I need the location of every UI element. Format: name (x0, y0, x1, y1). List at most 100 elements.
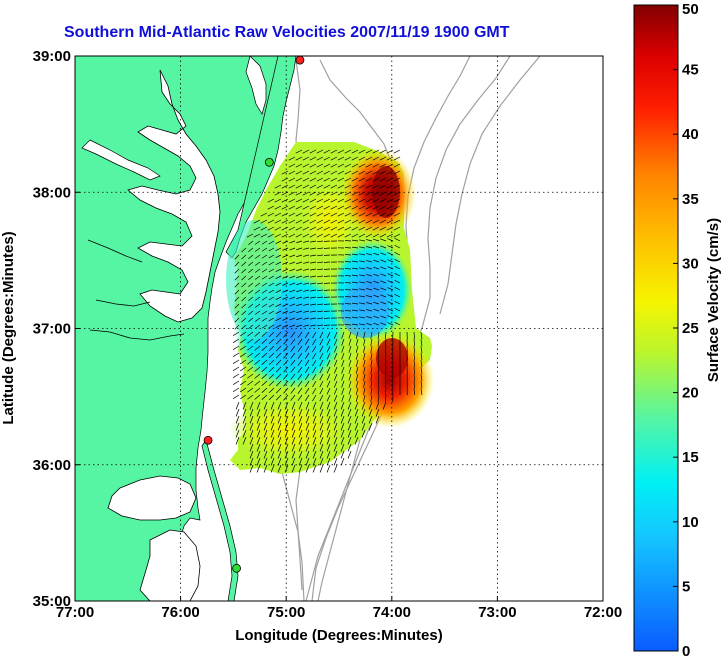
velocity-arrow (296, 261, 303, 265)
velocity-arrow (359, 309, 366, 312)
velocity-arrow (297, 387, 303, 394)
velocity-arrow (358, 170, 366, 175)
velocity-arrow (291, 429, 296, 438)
velocity-arrow (312, 422, 317, 431)
velocity-arrow (268, 317, 275, 322)
velocity-arrow (372, 156, 380, 161)
velocity-arrow (310, 247, 317, 250)
delaware-bay (245, 56, 267, 115)
velocity-arrow (351, 233, 359, 238)
velocity-arrow (303, 240, 310, 243)
velocity-arrow (394, 286, 401, 291)
velocity-arrow (373, 273, 380, 277)
velocity-arrow (247, 331, 254, 337)
velocity-arrow (319, 422, 324, 431)
velocity-arrow (351, 170, 359, 175)
velocity-arrow (326, 331, 331, 339)
velocity-arrow (277, 436, 282, 445)
velocity-arrow (275, 387, 282, 394)
velocity-arrow (363, 359, 366, 367)
velocity-arrow (341, 331, 345, 339)
velocity-arrow (323, 226, 331, 231)
velocity-arrow (302, 177, 310, 182)
velocity-arrow (365, 191, 373, 196)
velocity-arrow (254, 310, 261, 315)
velocity-arrow (359, 281, 366, 284)
velocity-arrow (254, 275, 261, 280)
velocity-arrow (344, 303, 352, 305)
velocity-arrow (326, 436, 331, 445)
velocity-arrow (304, 394, 310, 402)
velocity-arrow (323, 170, 331, 175)
velocity-arrow (296, 275, 303, 279)
velocity-arrow (291, 464, 296, 473)
velocity-arrow (303, 310, 310, 313)
velocity-arrow (420, 387, 423, 395)
velocity-arrow (310, 289, 317, 292)
velocity-arrow (261, 352, 268, 358)
velocity-arrow (249, 443, 254, 452)
velocity-arrow (277, 429, 282, 438)
velocity-arrow (354, 422, 359, 431)
velocity-arrow (240, 366, 247, 372)
velocity-arrow (275, 345, 282, 352)
velocity-arrow (333, 373, 338, 381)
velocity-arrow (326, 394, 331, 402)
velocity-arrow (386, 198, 394, 203)
velocity-arrow (373, 252, 380, 256)
velocity-arrow (305, 436, 310, 445)
velocity-arrow (393, 191, 401, 196)
velocity-arrow (303, 268, 310, 271)
velocity-arrow (254, 345, 261, 351)
velocity-arrow (330, 219, 338, 224)
velocity-arrow (289, 289, 296, 293)
colorbar (633, 4, 679, 652)
velocity-arrow (385, 331, 387, 340)
velocity-arrow (387, 294, 394, 298)
velocity-arrow (305, 457, 310, 466)
velocity-arrow (333, 387, 338, 395)
velocity-arrow (289, 275, 296, 279)
velocity-arrow (303, 317, 310, 320)
velocity-arrow (263, 408, 268, 417)
velocity-arrow (351, 177, 359, 182)
velocity-arrow (309, 184, 317, 189)
velocity-arrow (290, 352, 296, 359)
velocity-arrow (316, 219, 324, 224)
velocity-arrow (330, 184, 338, 189)
velocity-arrow (248, 247, 254, 253)
velocity-arrow (260, 226, 268, 231)
velocity-arrow (267, 212, 275, 217)
velocity-arrow (302, 226, 310, 231)
velocity-arrow (348, 366, 352, 374)
velocity-arrow (316, 170, 324, 175)
velocity-arrow (296, 296, 303, 300)
velocity-arrow (261, 317, 268, 322)
velocity-arrow (359, 267, 366, 270)
velocity-arrow (240, 373, 247, 379)
velocity-arrow (277, 415, 282, 424)
velocity-arrow (333, 429, 338, 438)
velocity-arrow (254, 324, 261, 329)
velocity-arrow (317, 324, 324, 327)
radar-sites (203, 56, 305, 573)
velocity-arrow (309, 163, 317, 168)
velocity-arrow (304, 359, 310, 367)
velocity-arrow (277, 450, 282, 459)
velocity-arrow (323, 219, 331, 224)
velocity-arrow (365, 219, 373, 224)
velocity-arrow (298, 415, 303, 424)
velocity-arrow (277, 443, 282, 452)
velocity-arrow (373, 322, 380, 326)
velocity-arrow (249, 436, 254, 445)
velocity-arrow (366, 302, 373, 305)
velocity-arrow (355, 345, 359, 353)
velocity-arrow (249, 450, 254, 459)
velocity-arrow (247, 338, 254, 344)
velocity-arrow (275, 352, 282, 359)
velocity-arrow (234, 254, 240, 260)
velocity-arrow (268, 387, 275, 394)
chesapeake-bay (127, 69, 221, 323)
velocity-arrow (240, 387, 247, 393)
velocity-arrow (348, 387, 352, 395)
